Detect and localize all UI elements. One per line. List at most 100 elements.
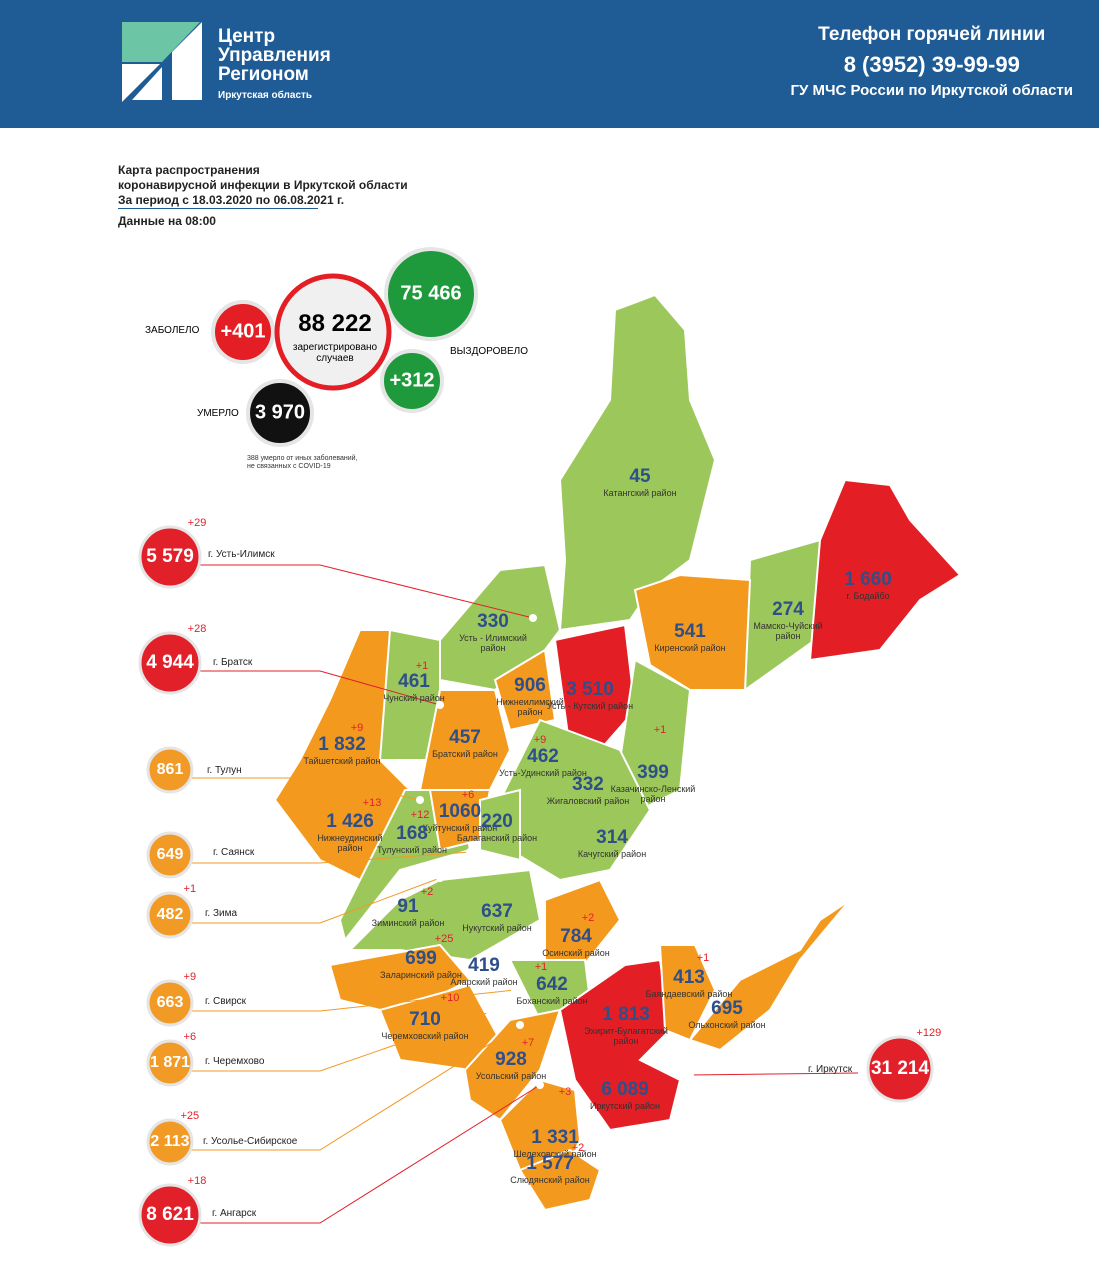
district-name: Куйтунский район	[422, 823, 498, 833]
leader-line	[192, 777, 421, 801]
summary-circles	[138, 247, 934, 1247]
district-name: Жигаловский район	[546, 796, 630, 806]
city-delta: +18	[187, 1175, 207, 1187]
region-shape	[558, 958, 682, 1132]
city-value: 663	[156, 994, 184, 1011]
city-name: г. Усолье-Сибирское	[203, 1136, 298, 1147]
city-name: г. Иркутск	[808, 1064, 853, 1075]
district-delta: +10	[440, 992, 460, 1004]
deaths: 3 970	[254, 401, 306, 424]
city-delta: +28	[187, 623, 207, 635]
district-name: Нукутский район	[462, 923, 532, 933]
district-delta: +25	[602, 664, 622, 676]
district-value: 399	[637, 762, 669, 783]
district-delta: +1	[415, 660, 429, 672]
district-name: Аларский район	[450, 977, 518, 987]
leader-line	[192, 851, 471, 864]
region-shape	[808, 478, 962, 662]
district-name: Усть-Удинский район	[499, 768, 587, 778]
district-value: 642	[536, 974, 568, 995]
intro-line: коронавирусной инфекции в Иркутской обла…	[118, 178, 408, 192]
district-value: 274	[772, 599, 804, 620]
new-recovered-circle	[380, 349, 444, 413]
district-delta: +7	[521, 1037, 535, 1049]
district-delta: +1	[625, 992, 639, 1004]
district-value: 45	[629, 466, 651, 487]
city-circle	[146, 746, 194, 794]
header: Центр Управления Регионом Иркутская обла…	[0, 0, 1099, 128]
city-value: 1 871	[149, 1054, 191, 1071]
district-name: Усть - Кутский район	[546, 701, 634, 711]
district-value: 461	[398, 671, 430, 692]
district-delta: +2	[571, 1142, 585, 1154]
logo-line: Управления	[218, 45, 331, 66]
city-delta: +1	[183, 883, 197, 895]
district-value: 220	[481, 811, 513, 832]
district-name: Катангский район	[603, 488, 677, 498]
intro-line: Карта распространения	[118, 163, 260, 177]
city-dot	[486, 1008, 494, 1016]
city-name: г. Саянск	[213, 847, 255, 858]
total: 88 222	[298, 310, 372, 337]
leader-line	[192, 877, 441, 924]
leader-line	[192, 1011, 491, 1072]
district-name: Осинский район	[542, 948, 610, 958]
district-value: 637	[481, 901, 513, 922]
district-value: 710	[409, 1009, 441, 1030]
city-name: г. Черемхово	[205, 1056, 265, 1067]
hotline: Телефон горячей линии 8 (3952) 39-99-99 …	[791, 24, 1073, 99]
logo-text: Центр Управления Регионом Иркутская обла…	[218, 27, 331, 101]
district-name: Усольский район	[475, 1071, 547, 1081]
city-dot	[516, 1021, 524, 1029]
district-value: 784	[560, 926, 592, 947]
region-shape	[633, 573, 752, 691]
city-dot	[466, 848, 474, 856]
district-value: 928	[495, 1049, 527, 1070]
city-value: 482	[156, 906, 184, 923]
district-value: 413	[673, 967, 705, 988]
district-delta: +13	[362, 797, 382, 809]
city-circle	[138, 631, 202, 695]
city-circle	[146, 979, 194, 1027]
city-delta: +129	[916, 1027, 942, 1039]
city-name: г. Свирск	[205, 996, 247, 1007]
new-cases-circle	[211, 300, 275, 364]
district-value: 699	[405, 948, 437, 969]
recovered-circle	[384, 247, 478, 341]
city-dot	[536, 1081, 544, 1089]
district-name: Тулунский район	[376, 845, 448, 855]
district-name: Эхирит-Булагатский район	[584, 1026, 668, 1046]
district-value: 457	[449, 727, 481, 748]
hotline-title: Телефон горячей линии	[818, 24, 1046, 45]
city-circle	[146, 891, 194, 939]
city-name: г. Братск	[213, 657, 253, 668]
city-dot	[416, 796, 424, 804]
district-delta: +9	[350, 722, 364, 734]
district-name: Балаганский район	[456, 833, 538, 843]
district-name: Нижнеилимский район	[496, 697, 564, 717]
district-value: 3 510	[566, 679, 614, 700]
sick-label: ЗАБОЛЕЛО	[145, 325, 200, 336]
district-value: 1 577	[526, 1153, 574, 1174]
leader-line	[192, 1024, 521, 1151]
district-name: г. Бодайбо	[846, 591, 890, 601]
leader-line	[200, 1084, 541, 1224]
city-dot	[511, 986, 519, 994]
city-dot	[436, 874, 444, 882]
district-delta: +12	[410, 809, 430, 821]
district-delta: +2	[420, 886, 434, 898]
district-value: 1 660	[844, 569, 892, 590]
district-value: 332	[572, 774, 604, 795]
deaths-circle	[246, 379, 314, 447]
city-value: 861	[156, 761, 184, 778]
district-value: 1 426	[326, 811, 374, 832]
district-value: 1060	[438, 801, 482, 822]
city-name: г. Тулун	[207, 765, 242, 776]
intro-line: За период с 18.03.2020 по 06.08.2021 г.	[118, 193, 345, 209]
district-value: 1 832	[318, 734, 366, 755]
district-value: 6 089	[601, 1079, 649, 1100]
leader-line	[192, 989, 516, 1012]
region-shape	[658, 944, 717, 1042]
